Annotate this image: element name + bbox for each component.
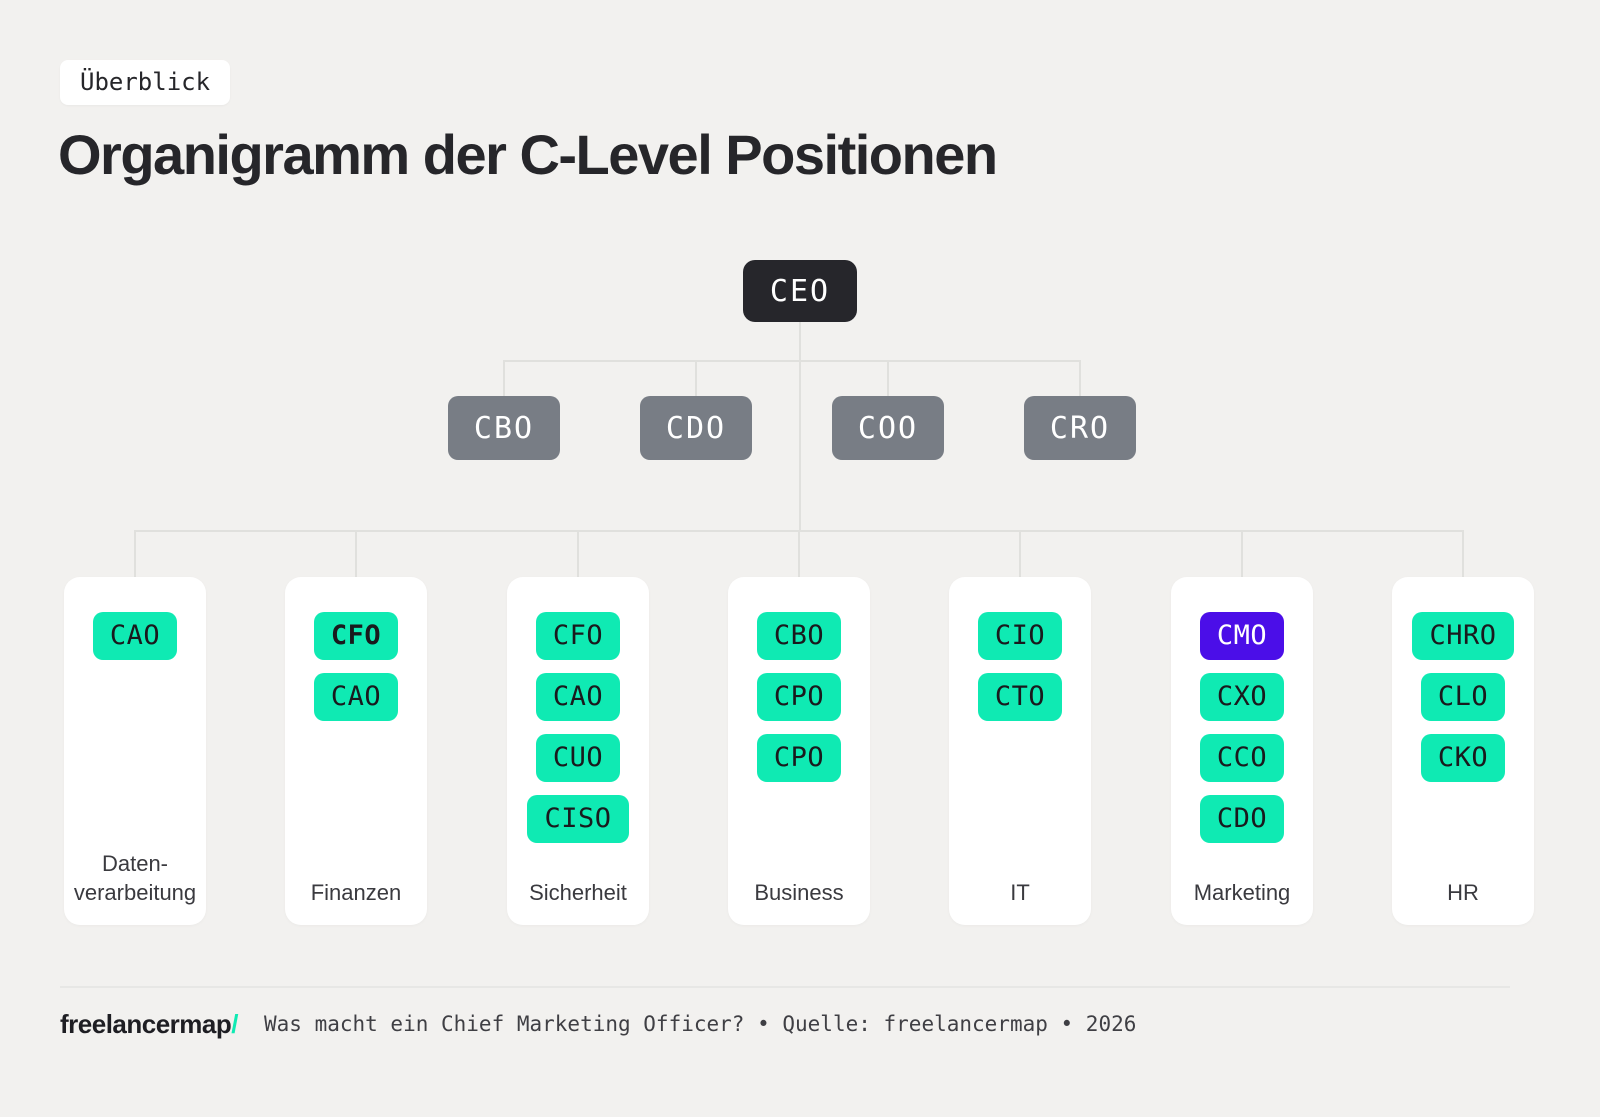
position-chip-cpo: CPO [756,734,842,782]
position-chip-cxo: CXO [1199,673,1285,721]
department-card-datenverarbeitung: CAO Daten- verarbeitung [64,577,206,925]
department-label: Business [754,879,844,905]
department-label: Daten- verarbeitung [73,850,197,905]
chip-list: CMO CXO CCO CDO [1171,577,1313,843]
connector-stub-cdo [695,360,697,396]
position-chip-cfo: CFO [313,612,399,660]
connector-stub-finanzen [355,530,357,577]
position-chip-cuo: CUO [535,734,621,782]
freelancermap-logo: freelancermap/ [60,1009,238,1040]
department-card-business: CBO CPO CPO Business [728,577,870,925]
position-chip-ciso: CISO [527,795,629,843]
org-node-cdo: CDO [640,396,752,460]
department-label: Sicherheit [529,879,627,905]
position-chip-clo: CLO [1420,673,1506,721]
position-chip-chro: CHRO [1412,612,1514,660]
connector-stub-cro [1079,360,1081,396]
position-chip-cpo: CPO [756,673,842,721]
logo-wordmark: freelancermap [60,1008,232,1039]
footer-caption: Was macht ein Chief Marketing Officer? •… [264,1012,1137,1036]
position-chip-cao: CAO [535,673,621,721]
footer-divider [60,986,1510,988]
department-card-it: CIO CTO IT [949,577,1091,925]
position-chip-cao: CAO [313,673,399,721]
chip-list: CFO CAO [285,577,427,721]
position-chip-cio: CIO [977,612,1063,660]
page-title: Organigramm der C-Level Positionen [58,123,998,186]
department-label: HR [1447,879,1479,905]
position-chip-cbo: CBO [756,612,842,660]
logo-slash-icon: / [231,1008,238,1039]
position-chip-cco: CCO [1199,734,1285,782]
department-label: Finanzen [310,879,402,905]
position-chip-cko: CKO [1420,734,1506,782]
department-card-marketing: CMO CXO CCO CDO Marketing [1171,577,1313,925]
position-chip-cto: CTO [977,673,1063,721]
position-chip-cao: CAO [92,612,178,660]
connector-stub-cbo [503,360,505,396]
connector-stub-marketing [1241,530,1243,577]
connector-stub-it [1019,530,1021,577]
chip-list: CBO CPO CPO [728,577,870,782]
department-label: Marketing [1193,879,1291,905]
connector-stub-business [798,530,800,577]
chip-list: CAO [64,577,206,660]
connector-stub-sicherheit [577,530,579,577]
connector-stub-coo [887,360,889,396]
department-card-sicherheit: CFO CAO CUO CISO Sicherheit [507,577,649,925]
chip-list: CIO CTO [949,577,1091,721]
org-node-cro: CRO [1024,396,1136,460]
position-chip-cmo: CMO [1199,612,1285,660]
org-node-ceo: CEO [743,260,857,322]
connector-stub-datenverarbeitung [134,530,136,577]
footer: freelancermap/ Was macht ein Chief Marke… [60,1004,1136,1044]
department-card-finanzen: CFO CAO Finanzen [285,577,427,925]
department-label: IT [1010,879,1030,905]
connector-level2-horizontal [503,360,1081,362]
connector-ceo-vertical [799,322,801,531]
position-chip-cfo: CFO [535,612,621,660]
category-badge-label: Überblick [80,68,211,96]
category-badge: Überblick [60,60,231,105]
org-node-cbo: CBO [448,396,560,460]
connector-stub-hr [1462,530,1464,577]
chip-list: CFO CAO CUO CISO [507,577,649,843]
chip-list: CHRO CLO CKO [1392,577,1534,782]
org-node-coo: COO [832,396,944,460]
department-card-hr: CHRO CLO CKO HR [1392,577,1534,925]
position-chip-cdo: CDO [1199,795,1285,843]
